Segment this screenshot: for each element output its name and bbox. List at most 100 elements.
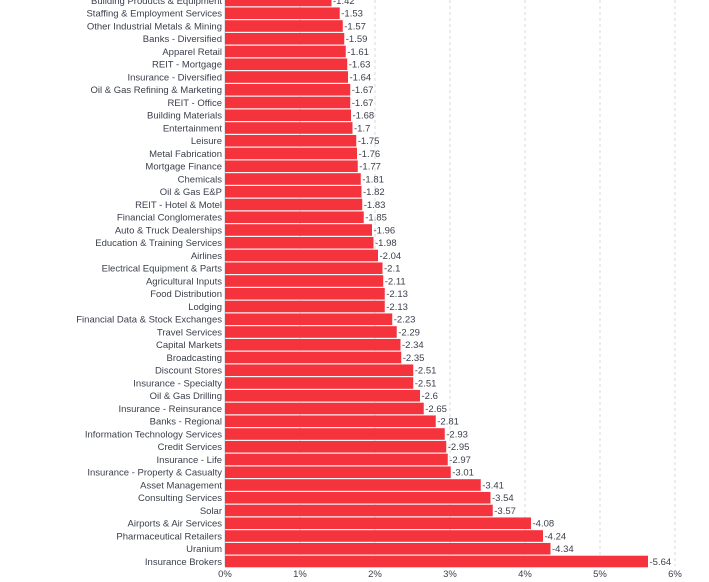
bar[interactable] xyxy=(225,402,424,415)
value-label: -1.83 xyxy=(364,200,386,211)
value-label: -1.57 xyxy=(344,21,366,32)
bar[interactable] xyxy=(225,415,436,428)
value-label: -2.11 xyxy=(385,276,406,287)
bar[interactable] xyxy=(225,198,363,211)
category-label: Broadcasting xyxy=(167,353,222,364)
value-label: -2.34 xyxy=(402,340,424,351)
bar[interactable] xyxy=(225,134,357,147)
category-label: Credit Services xyxy=(158,442,223,453)
value-label: -2.65 xyxy=(425,404,447,415)
bar[interactable] xyxy=(225,338,401,351)
value-label: -3.54 xyxy=(492,493,514,504)
value-label: -1.59 xyxy=(346,34,368,45)
value-label: -1.61 xyxy=(347,47,369,58)
bar[interactable] xyxy=(225,122,353,134)
bar[interactable] xyxy=(225,351,402,364)
x-tick-label: 2% xyxy=(368,569,382,580)
bar[interactable] xyxy=(225,504,493,517)
bar[interactable] xyxy=(225,440,447,453)
bar[interactable] xyxy=(225,71,348,83)
category-label: Solar xyxy=(200,506,222,517)
bar[interactable] xyxy=(225,83,351,96)
category-label: Insurance - Life xyxy=(157,455,222,466)
bar[interactable] xyxy=(225,479,481,491)
value-label: -2.6 xyxy=(422,391,438,402)
value-label: -1.75 xyxy=(358,136,380,147)
bar[interactable] xyxy=(225,453,448,466)
value-label: -1.42 xyxy=(333,0,355,7)
bar[interactable] xyxy=(225,377,414,389)
bar[interactable] xyxy=(225,58,348,71)
value-label: -1.98 xyxy=(375,238,397,249)
category-label: Chemicals xyxy=(178,174,223,185)
value-label: -2.93 xyxy=(446,429,468,440)
category-label: Building Products & Equipment xyxy=(91,0,222,7)
category-label: Entertainment xyxy=(163,123,223,134)
category-label: Building Materials xyxy=(147,111,222,122)
bar[interactable] xyxy=(225,236,374,249)
bar[interactable] xyxy=(225,530,543,542)
bar[interactable] xyxy=(225,326,397,338)
x-tick-label: 6% xyxy=(668,569,682,580)
bar[interactable] xyxy=(225,160,358,173)
x-tick-label: 0% xyxy=(218,569,232,580)
bar[interactable] xyxy=(225,0,332,7)
bar[interactable] xyxy=(225,389,420,402)
bar[interactable] xyxy=(225,32,345,45)
bar[interactable] xyxy=(225,555,648,568)
category-label: REIT - Mortgage xyxy=(152,60,222,71)
value-label: -2.1 xyxy=(384,264,400,275)
value-label: -1.76 xyxy=(359,149,381,160)
category-label: Asset Management xyxy=(140,480,222,491)
bar[interactable] xyxy=(225,300,385,313)
label-layer: Building Products & Equipment -1.42 Staffi… xyxy=(76,0,671,568)
value-label: -2.95 xyxy=(448,442,470,453)
bar[interactable] xyxy=(225,287,385,300)
bar[interactable] xyxy=(225,275,384,287)
bar[interactable] xyxy=(225,147,357,160)
category-label: Apparel Retail xyxy=(162,47,222,58)
bar[interactable] xyxy=(225,262,383,275)
bar[interactable] xyxy=(225,45,346,58)
bar[interactable] xyxy=(225,224,372,236)
value-label: -4.08 xyxy=(533,519,555,530)
bar[interactable] xyxy=(225,428,445,440)
x-tick-label: 1% xyxy=(293,569,307,580)
category-label: Travel Services xyxy=(157,327,222,338)
bar[interactable] xyxy=(225,7,340,20)
bar[interactable] xyxy=(225,491,491,504)
bar[interactable] xyxy=(225,173,361,185)
value-label: -4.34 xyxy=(552,544,574,555)
bar[interactable] xyxy=(225,542,551,555)
x-axis: 0% 1% 2% 3% 4% 5% 6% xyxy=(218,569,682,580)
bar[interactable] xyxy=(225,20,343,32)
category-label: Other Industrial Metals & Mining xyxy=(87,21,222,32)
category-label: Metal Fabrication xyxy=(149,149,222,160)
bar[interactable] xyxy=(225,466,451,479)
value-label: -3.41 xyxy=(482,480,504,491)
bar[interactable] xyxy=(225,313,393,326)
value-label: -1.67 xyxy=(352,98,374,109)
x-tick-label: 3% xyxy=(443,569,457,580)
category-label: Airports & Air Services xyxy=(128,519,223,530)
x-tick-label: 5% xyxy=(593,569,607,580)
value-label: -1.63 xyxy=(349,60,371,71)
value-label: -2.51 xyxy=(415,366,437,377)
bar[interactable] xyxy=(225,109,351,122)
value-label: -1.53 xyxy=(341,9,363,20)
bar[interactable] xyxy=(225,185,362,198)
category-label: Banks - Regional xyxy=(150,417,222,428)
bar[interactable] xyxy=(225,96,351,109)
value-label: -2.04 xyxy=(380,251,402,262)
category-label: Agricultural Inputs xyxy=(146,276,222,287)
bar[interactable] xyxy=(225,249,378,262)
value-label: -1.96 xyxy=(374,225,396,236)
bar[interactable] xyxy=(225,211,364,224)
category-label: Oil & Gas Refining & Marketing xyxy=(91,85,222,96)
value-label: -4.24 xyxy=(545,531,567,542)
bar[interactable] xyxy=(225,517,531,530)
value-label: -2.13 xyxy=(386,302,408,313)
category-label: Airlines xyxy=(191,251,222,262)
bar[interactable] xyxy=(225,364,414,377)
